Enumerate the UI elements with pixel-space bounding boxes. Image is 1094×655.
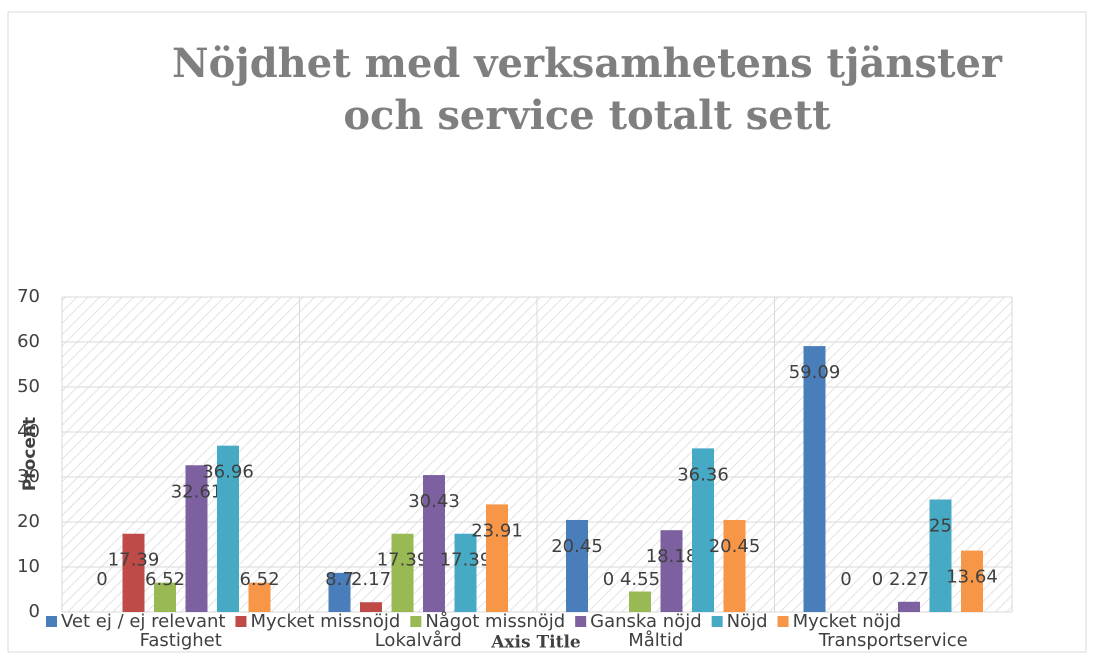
legend-swatch <box>410 616 422 627</box>
data-label: 32.61 <box>171 481 223 502</box>
data-label: 2.27 <box>889 569 929 590</box>
bar <box>154 582 176 612</box>
bar <box>566 519 588 612</box>
x-axis-title: Axis Title <box>490 633 581 653</box>
bar <box>692 448 714 612</box>
data-label: 4.55 <box>620 569 660 590</box>
data-label: 30.43 <box>408 491 460 512</box>
data-label: 20.45 <box>551 536 603 557</box>
bar <box>486 504 508 612</box>
bar <box>423 475 445 612</box>
bar <box>723 519 746 612</box>
legend-label: Mycket nöjd <box>793 611 902 632</box>
data-label: 17.39 <box>377 550 429 571</box>
y-tick-label: 40 <box>17 421 40 442</box>
y-tick-label: 60 <box>17 331 40 352</box>
legend-label: Något missnöjd <box>425 611 565 632</box>
legend-label: Vet ej / ej relevant <box>61 611 225 632</box>
data-label: 17.39 <box>108 550 160 571</box>
y-tick-label: 70 <box>17 286 40 307</box>
x-tick-label: Måltid <box>628 630 683 651</box>
data-label: 59.09 <box>789 362 841 383</box>
data-label: 25 <box>929 516 952 537</box>
bar <box>122 533 145 612</box>
data-label: 0 <box>603 569 614 590</box>
data-label: 0 <box>840 569 851 590</box>
data-label: 18.18 <box>646 546 698 567</box>
legend-label: Ganska nöjd <box>590 611 701 632</box>
bar <box>961 550 983 612</box>
y-tick-label: 50 <box>17 376 40 397</box>
data-label: 6.52 <box>239 569 279 590</box>
bar <box>803 346 826 612</box>
legend-label: Nöjd <box>727 611 768 632</box>
chart-border <box>7 11 1087 653</box>
legend-label: Mycket missnöjd <box>250 611 400 632</box>
y-tick-label: 10 <box>17 556 40 577</box>
x-tick-label: Fastighet <box>140 630 222 651</box>
data-label: 36.36 <box>677 464 729 485</box>
bar <box>185 465 208 612</box>
legend-swatch <box>575 616 587 627</box>
bar <box>629 591 651 612</box>
bar <box>929 499 952 612</box>
y-tick-label: 0 <box>29 601 40 622</box>
data-label: 23.91 <box>471 520 523 541</box>
legend-swatch <box>777 616 789 627</box>
data-label: 2.17 <box>351 569 391 590</box>
data-label: 17.39 <box>440 550 492 571</box>
legend-swatch <box>711 616 723 627</box>
bar <box>391 533 414 612</box>
y-axis-title: Procent <box>20 417 40 491</box>
data-label: 6.52 <box>145 569 185 590</box>
x-tick-label: Lokalvård <box>375 630 462 651</box>
bar <box>898 601 920 612</box>
x-tick-label: Transportservice <box>818 630 968 651</box>
chart-title: Nöjdhet med verksamhetens tjänster och s… <box>172 40 1002 139</box>
data-label: 36.96 <box>202 462 254 483</box>
data-label: 0 <box>872 569 883 590</box>
data-label: 13.64 <box>946 567 998 588</box>
bar <box>660 530 683 612</box>
bar <box>454 533 477 612</box>
data-label: 8.7 <box>325 569 354 590</box>
legend-swatch <box>46 616 57 627</box>
data-label: 0 <box>96 569 107 590</box>
bar <box>248 582 271 612</box>
y-tick-label: 20 <box>17 511 40 532</box>
data-label: 20.45 <box>709 536 761 557</box>
bar <box>217 445 239 612</box>
legend-swatch <box>235 616 247 627</box>
bar <box>328 572 351 612</box>
y-tick-label: 30 <box>17 466 40 487</box>
bar <box>360 602 382 612</box>
